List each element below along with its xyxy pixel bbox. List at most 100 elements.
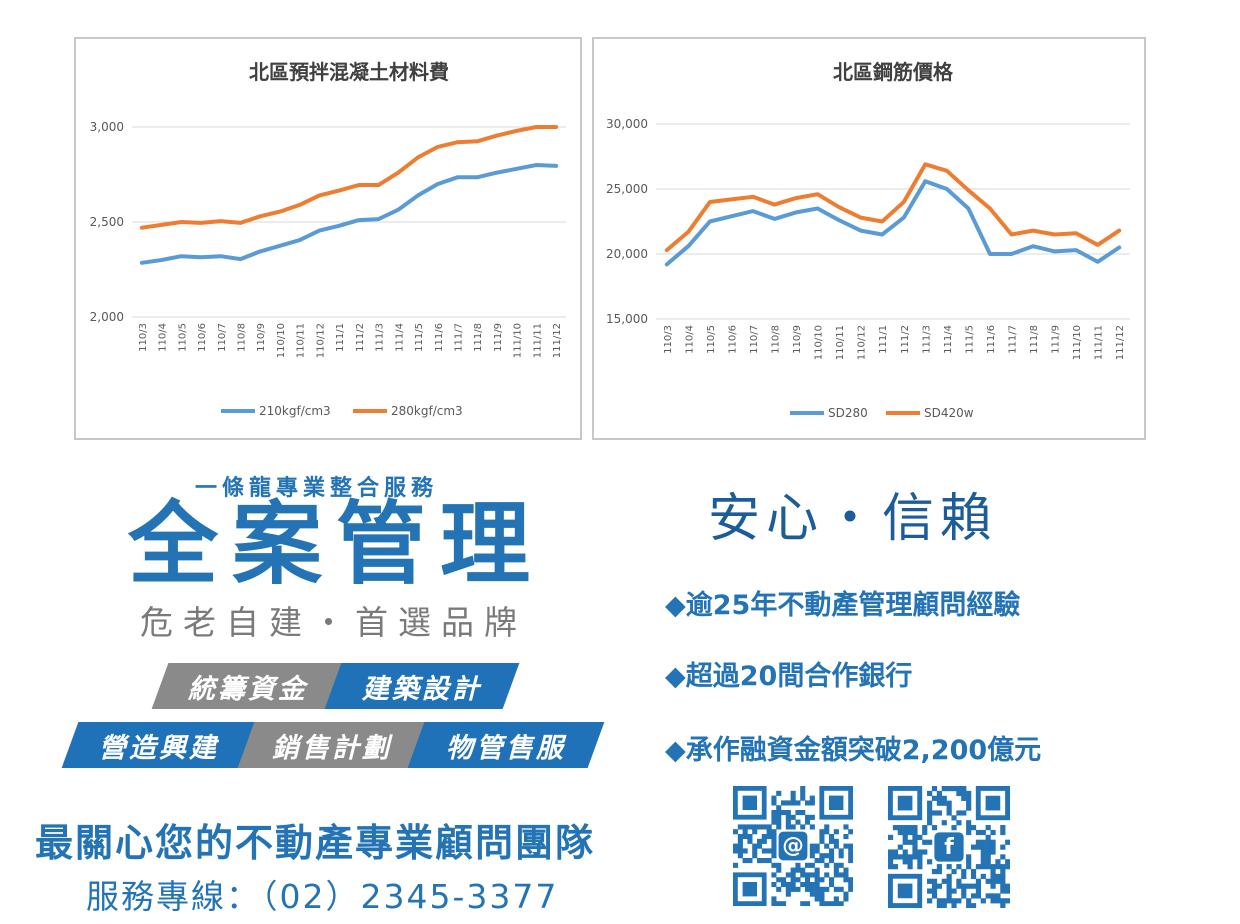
data-point [945, 169, 949, 173]
data-point [534, 125, 538, 129]
data-point [1096, 260, 1100, 264]
legend-label: SD420w [924, 406, 974, 420]
data-point [966, 188, 970, 192]
data-point [337, 224, 341, 228]
data-point [179, 220, 183, 224]
data-point [665, 262, 669, 266]
x-tick-label: 110/9 [256, 323, 267, 352]
x-tick-label: 111/4 [394, 323, 405, 352]
y-tick-label: 15,000 [606, 312, 648, 326]
data-point [794, 210, 798, 214]
data-point [317, 229, 321, 233]
x-tick-label: 111/3 [921, 325, 932, 354]
email-icon [778, 831, 808, 861]
data-point [456, 175, 459, 179]
x-tick-label: 111/7 [454, 323, 465, 352]
legend-label: 280kgf/cm3 [391, 404, 463, 418]
service-construction: 營造興建 [61, 722, 257, 768]
x-tick-label: 111/2 [900, 325, 911, 354]
data-point [160, 258, 164, 262]
bullet-financing: ◆承作融資金額突破2,200億元 [665, 735, 1042, 766]
data-point [945, 187, 949, 191]
data-point [357, 218, 361, 222]
x-tick-label: 111/5 [964, 325, 975, 354]
x-tick-label: 111/10 [1072, 325, 1083, 360]
data-point [219, 254, 223, 258]
x-tick-label: 111/5 [414, 323, 425, 352]
data-point [179, 254, 183, 258]
data-point [902, 200, 906, 204]
data-point [794, 196, 798, 200]
service-sales-label: 銷售計劃 [272, 732, 392, 764]
legend-label: 210kgf/cm3 [259, 404, 331, 418]
series-line-210kgf/cm3 [139, 163, 559, 265]
data-point [1096, 243, 1100, 247]
data-point [337, 189, 341, 193]
promo-subtitle: 危老自建・首選品牌 [140, 603, 527, 642]
data-point [1117, 229, 1121, 233]
data-point [515, 167, 519, 171]
y-tick-label: 25,000 [606, 182, 648, 196]
data-point [880, 220, 884, 223]
data-point [278, 210, 282, 214]
data-point [219, 219, 223, 223]
data-point [1010, 233, 1013, 236]
x-tick-label: 111/11 [532, 323, 543, 358]
y-tick-label: 2,500 [90, 215, 124, 229]
data-point [377, 183, 381, 187]
qr-code-facebook[interactable]: f [888, 786, 1010, 908]
x-tick-label: 111/12 [552, 323, 563, 358]
service-property: 物管售服 [407, 722, 605, 768]
data-point [1031, 229, 1035, 233]
data-point [859, 216, 863, 220]
legend-label: SD280 [828, 406, 868, 420]
data-point [816, 207, 820, 210]
data-point [357, 183, 361, 187]
data-point [902, 216, 906, 220]
data-point [686, 230, 690, 234]
data-point [708, 200, 712, 204]
data-point [258, 249, 262, 253]
data-point [773, 217, 776, 221]
x-tick-label: 110/7 [749, 325, 760, 354]
series-line-280kgf/cm3 [139, 125, 559, 230]
x-tick-label: 110/12 [857, 325, 868, 360]
data-point [317, 193, 321, 197]
data-point [859, 229, 863, 233]
chart-concrete: 北區預拌混凝土材料費 2,000 2,500 3,000 110/3 110/4 110/5… [90, 60, 566, 418]
chart-rebar: 北區鋼筋價格 15,000 20,000 25,000 30,000 110/3 110/4… [606, 60, 1130, 420]
data-point [298, 203, 302, 207]
data-point [416, 155, 420, 159]
x-tick-label: 110/8 [771, 325, 782, 354]
x-tick-label: 111/12 [1115, 325, 1126, 360]
data-point [729, 197, 733, 201]
data-point [880, 233, 884, 236]
facebook-icon-glyph: f [944, 835, 954, 860]
x-tick-label: 111/3 [375, 323, 386, 352]
data-point [239, 221, 242, 225]
data-point [258, 214, 262, 218]
y-tick-label: 3,000 [90, 120, 124, 134]
data-point [495, 134, 499, 138]
service-property-label: 物管售服 [446, 732, 566, 764]
x-tick-label: 110/12 [315, 323, 326, 358]
data-point [199, 255, 203, 259]
qr-code-email[interactable]: @ [733, 786, 853, 906]
data-point [396, 171, 400, 175]
promo-title: 全案管理 [128, 492, 544, 597]
x-tick-label: 110/10 [814, 325, 825, 360]
data-point [751, 209, 755, 213]
data-point [515, 129, 519, 133]
service-construction-label: 營造興建 [99, 732, 219, 764]
data-point [436, 145, 440, 149]
service-sales: 銷售計劃 [237, 722, 427, 768]
x-tick-label: 111/1 [878, 325, 889, 354]
company-slogan: 最關心您的不動產專業顧問團隊 [35, 821, 596, 865]
x-tick-label: 110/7 [217, 323, 228, 352]
data-point [199, 221, 203, 225]
bullet-experience: ◆逾25年不動產管理顧問經驗 [665, 590, 1021, 621]
data-point [1010, 252, 1013, 256]
data-point [140, 226, 144, 230]
data-point [475, 175, 479, 179]
motto-calligraphy: 安心・信賴 [708, 489, 999, 549]
